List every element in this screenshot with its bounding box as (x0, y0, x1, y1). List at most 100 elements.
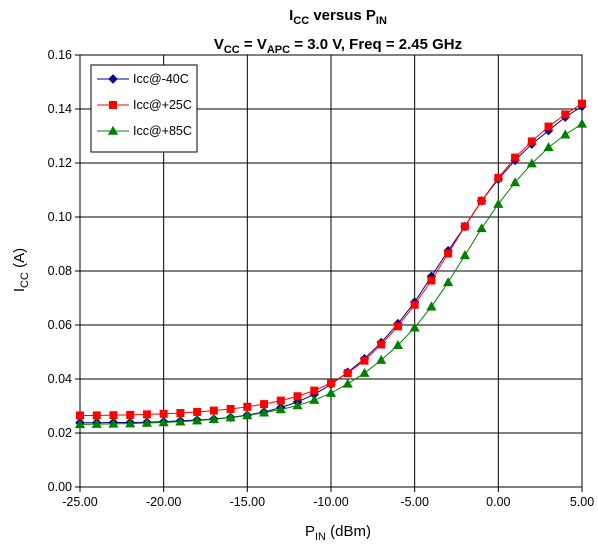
data-point (427, 276, 436, 285)
legend-label: Icc@+25C (133, 98, 192, 112)
y-tick-label: 0.02 (48, 426, 72, 440)
x-tick-label: -5.00 (400, 495, 429, 509)
data-point (125, 418, 136, 428)
x-tick-label: 0.00 (486, 495, 510, 509)
data-point (175, 416, 186, 426)
label-text: I (289, 7, 293, 24)
x-tick-label: -10.00 (313, 495, 348, 509)
label-text: = V (240, 36, 267, 53)
data-point (325, 387, 337, 397)
label-text: I (11, 288, 28, 292)
data-point (310, 386, 319, 395)
x-tick-label: -20.00 (146, 495, 181, 509)
data-point (108, 418, 119, 428)
grid-lines (79, 54, 583, 488)
data-point (275, 404, 286, 414)
data-point (260, 400, 269, 409)
data-point (243, 402, 252, 411)
x-tick-label: -15.00 (230, 495, 265, 509)
axis-ticks: -25.00 -20.00 -15.00 -10.00 -5.00 0.00 5.00 0.0… (48, 48, 595, 509)
x-tick-label: 5.00 (570, 495, 594, 509)
legend-item: Icc@+25C (97, 98, 192, 112)
data-point (376, 354, 387, 364)
data-point (527, 137, 536, 146)
data-point (560, 129, 571, 139)
subscript-text: CC (224, 44, 240, 56)
data-point (578, 99, 587, 108)
data-point (208, 414, 219, 424)
data-point (526, 158, 537, 168)
data-point (509, 177, 521, 187)
data-point (576, 118, 588, 128)
data-point (109, 411, 118, 420)
data-point (293, 392, 302, 401)
data-point (159, 409, 168, 418)
data-point (459, 250, 470, 260)
legend: Icc@-40C Icc@+25C Icc@+85C (90, 64, 198, 153)
y-tick-label: 0.10 (48, 210, 72, 224)
data-point (326, 379, 335, 388)
data-point (74, 419, 86, 429)
data-point (511, 153, 520, 162)
data-point (91, 418, 102, 428)
x-tick-label: -25.00 (62, 495, 97, 509)
data-point (158, 417, 169, 427)
data-point (561, 110, 570, 119)
data-point (242, 410, 253, 420)
data-point (476, 223, 487, 233)
subscript-text: APC (267, 44, 290, 56)
chart-title: ICC versus PIN (289, 7, 387, 27)
data-point (443, 277, 454, 287)
chart-subtitle: VCC = VAPC = 3.0 V, Freq = 2.45 GHz (214, 36, 462, 56)
y-tick-label: 0.12 (48, 156, 72, 170)
data-point (392, 340, 404, 350)
series-layer (74, 99, 588, 429)
label-text: V (214, 36, 224, 53)
data-point (360, 356, 369, 365)
data-point (477, 196, 486, 205)
legend-label: Icc@-40C (133, 72, 189, 86)
data-point (192, 415, 203, 425)
data-point (176, 409, 185, 418)
data-point (276, 396, 285, 405)
y-tick-label: 0.06 (48, 318, 72, 332)
data-point (460, 222, 469, 231)
data-point (343, 369, 352, 378)
data-point (494, 173, 503, 182)
data-point (225, 412, 236, 422)
data-point (544, 122, 553, 131)
y-tick-label: 0.04 (48, 372, 72, 386)
data-point (292, 400, 303, 410)
data-point (258, 407, 270, 417)
data-point (209, 406, 218, 415)
data-point (126, 410, 135, 419)
data-point (92, 411, 101, 420)
data-point (410, 300, 419, 309)
legend-marker (107, 125, 119, 135)
subscript-text: CC (293, 15, 309, 27)
y-tick-label: 0.14 (48, 102, 72, 116)
data-point (543, 142, 554, 152)
y-tick-label: 0.08 (48, 264, 72, 278)
data-point (393, 322, 402, 331)
subscript-text: IN (376, 15, 387, 27)
legend-marker (109, 101, 118, 110)
data-point (377, 340, 386, 349)
x-axis-title: PIN (dBm) (305, 523, 371, 543)
label-text: versus P (309, 7, 376, 24)
subscript-text: IN (315, 531, 326, 543)
label-text: (A) (11, 248, 28, 272)
data-point (342, 378, 353, 388)
legend-item: Icc@+85C (97, 124, 192, 138)
data-point (141, 417, 153, 427)
data-point (309, 394, 320, 404)
data-point (493, 198, 504, 208)
y-tick-label: 0.16 (48, 48, 72, 62)
subscript-text: CC (19, 272, 31, 288)
data-point (76, 411, 85, 420)
data-point (426, 301, 437, 311)
y-tick-label: 0.00 (48, 480, 72, 494)
series-icc-85c (74, 118, 588, 429)
data-point (444, 249, 453, 258)
